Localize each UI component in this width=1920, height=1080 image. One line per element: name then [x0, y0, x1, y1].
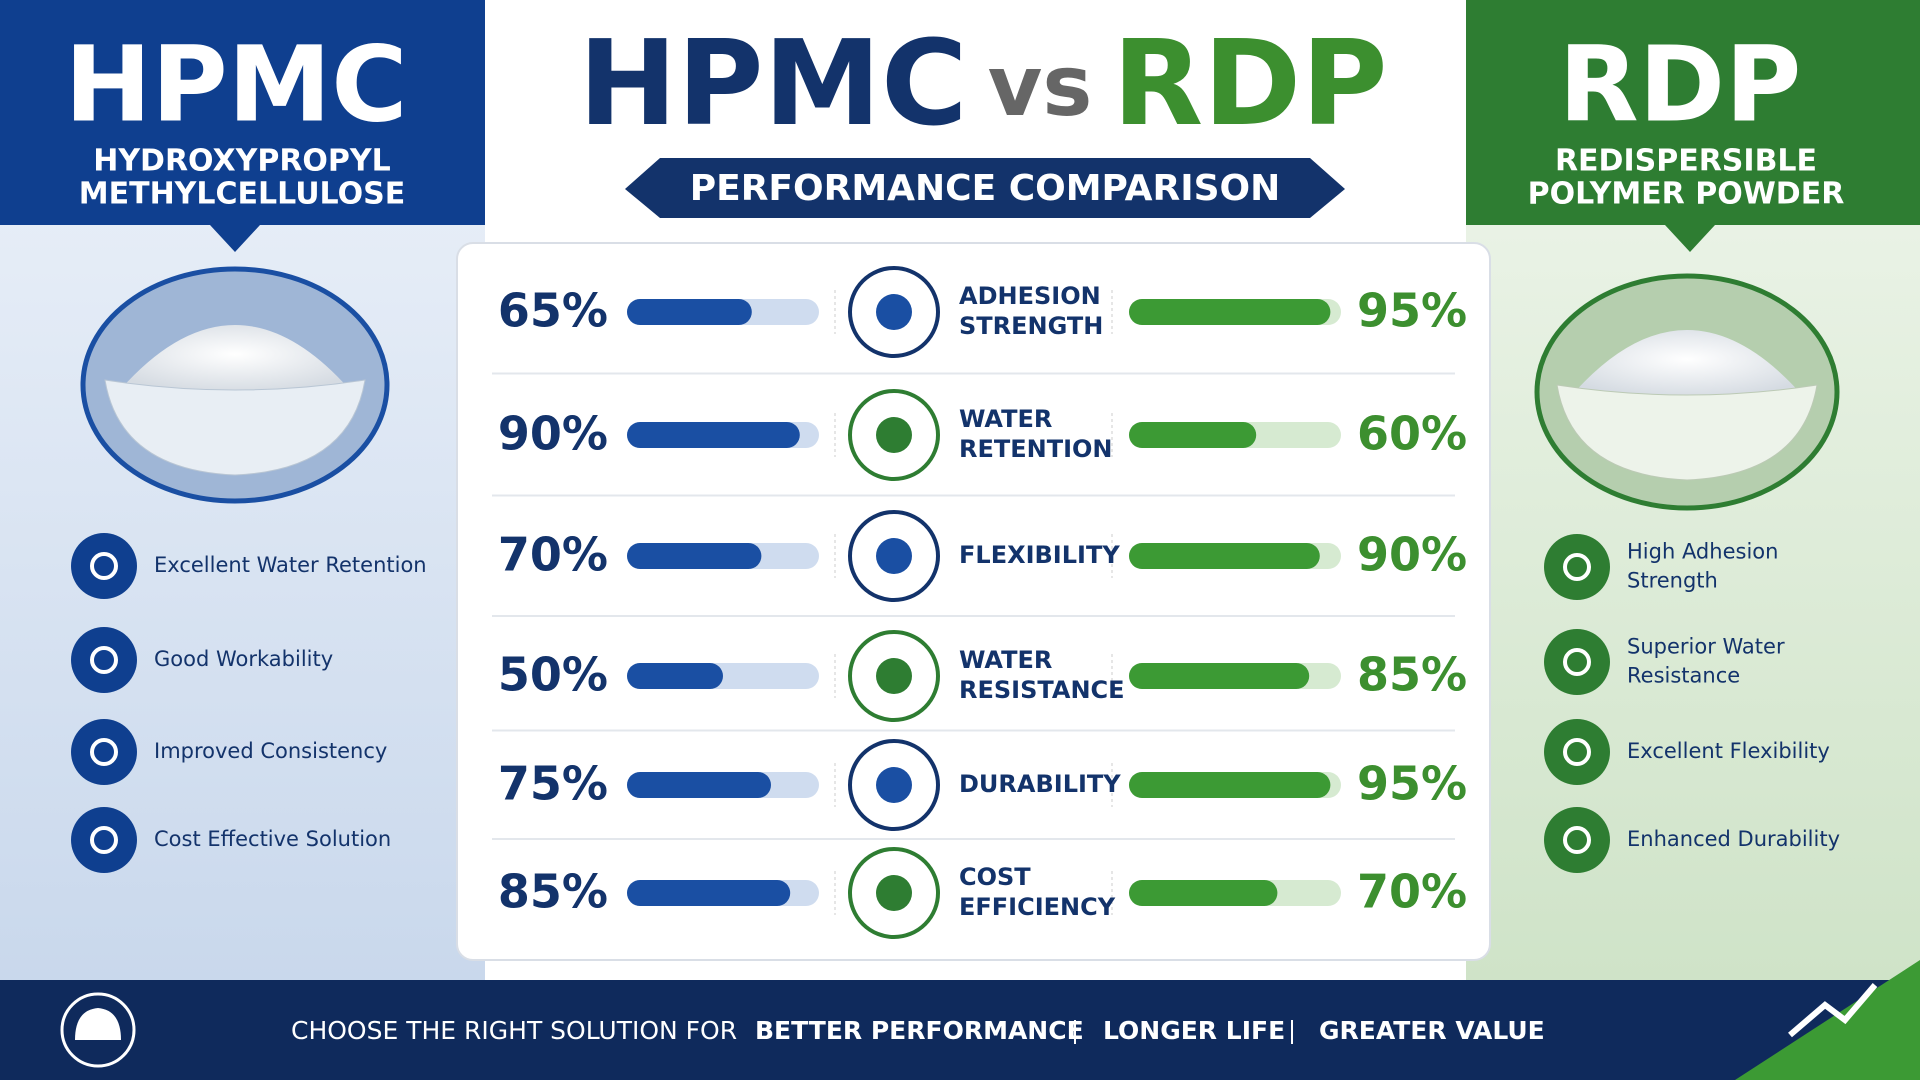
left-feature-glyph	[90, 738, 118, 766]
hpmc-bar	[627, 299, 752, 325]
comparison-card	[456, 242, 1491, 961]
title-right: RDP	[1112, 14, 1387, 152]
metric-label: FLEXIBILITY	[959, 541, 1120, 569]
hpmc-value: 70%	[498, 528, 608, 582]
title-left: HPMC	[578, 14, 967, 152]
rdp-bar	[1129, 880, 1278, 906]
hpmc-value: 75%	[498, 757, 608, 811]
left-feature-text: Cost Effective Solution	[154, 827, 391, 851]
rdp-bar	[1129, 772, 1331, 798]
left-feature-glyph	[90, 552, 118, 580]
title-vs: vs	[988, 37, 1093, 135]
rdp-bowl	[1556, 384, 1818, 481]
left-pointer	[210, 225, 260, 252]
metric-icon-core	[876, 294, 912, 330]
right-feature-icon	[1544, 807, 1610, 873]
hpmc-value: 65%	[498, 284, 608, 338]
left-subtitle: METHYLCELLULOSE	[79, 177, 405, 212]
right-feature-glyph	[1563, 553, 1591, 581]
right-feature-icon	[1544, 534, 1610, 600]
right-feature-text: Superior Water	[1627, 635, 1785, 659]
right-feature-text: Excellent Flexibility	[1627, 739, 1830, 763]
right-feature-icon	[1544, 629, 1610, 695]
right-subtitle: POLYMER POWDER	[1528, 177, 1845, 212]
left-feature-icon	[71, 807, 137, 873]
rdp-powder	[1572, 330, 1802, 395]
rdp-value: 95%	[1357, 757, 1467, 811]
left-feature-glyph	[90, 826, 118, 854]
metric-label: RESISTANCE	[959, 676, 1125, 704]
metric-icon-core	[876, 538, 912, 574]
metric-label: WATER	[959, 646, 1052, 674]
rdp-bar	[1129, 299, 1331, 325]
left-feature-text: Excellent Water Retention	[154, 553, 427, 577]
hpmc-value: 85%	[498, 865, 608, 919]
left-feature-text: Improved Consistency	[154, 739, 387, 763]
helmet-icon	[60, 992, 136, 1068]
hpmc-bar	[627, 663, 723, 689]
metric-label: WATER	[959, 405, 1052, 433]
metric-icon-core	[876, 875, 912, 911]
metric-icon-core	[876, 417, 912, 453]
rdp-value: 95%	[1357, 284, 1467, 338]
subtitle-banner	[625, 158, 1345, 218]
metric-label: COST	[959, 863, 1031, 891]
rdp-bar	[1129, 543, 1320, 569]
right-feature-glyph	[1563, 738, 1591, 766]
left-feature-glyph	[90, 646, 118, 674]
footer-item: BETTER PERFORMANCE	[755, 1016, 1084, 1045]
right-header	[1466, 0, 1920, 225]
left-title: HPMC	[64, 23, 407, 145]
right-title: RDP	[1559, 23, 1802, 145]
metric-label: EFFICIENCY	[959, 893, 1116, 921]
rdp-bar	[1129, 422, 1257, 448]
rdp-bar	[1129, 663, 1310, 689]
right-feature-text: Enhanced Durability	[1627, 827, 1840, 851]
growth-icon	[1788, 983, 1878, 1038]
left-header	[0, 0, 485, 225]
rdp-value: 85%	[1357, 648, 1467, 702]
left-feature-icon	[71, 627, 137, 693]
footer	[0, 980, 1920, 1080]
hpmc-value: 50%	[498, 648, 608, 702]
footer-item: LONGER LIFE	[1103, 1016, 1285, 1045]
helmet-shape	[75, 1008, 121, 1040]
hpmc-bar	[627, 543, 762, 569]
left-feature-text: Good Workability	[154, 647, 333, 671]
rdp-value: 60%	[1357, 407, 1467, 461]
right-subtitle: REDISPERSIBLE	[1555, 144, 1817, 179]
hpmc-bar	[627, 422, 800, 448]
hpmc-powder	[120, 325, 350, 390]
hpmc-bar	[627, 772, 771, 798]
hpmc-bowl	[104, 379, 366, 476]
hpmc-value: 90%	[498, 407, 608, 461]
metric-label: STRENGTH	[959, 312, 1103, 340]
right-feature-text: Resistance	[1627, 664, 1740, 688]
footer-lead: CHOOSE THE RIGHT SOLUTION FOR	[291, 1016, 737, 1045]
rdp-value: 90%	[1357, 528, 1467, 582]
metric-label: ADHESION	[959, 282, 1101, 310]
right-feature-text: Strength	[1627, 569, 1718, 593]
right-feature-glyph	[1563, 648, 1591, 676]
subtitle: PERFORMANCE COMPARISON	[690, 168, 1281, 209]
right-feature-icon	[1544, 719, 1610, 785]
metric-label: RETENTION	[959, 435, 1113, 463]
footer-item: GREATER VALUE	[1319, 1016, 1545, 1045]
metric-label: DURABILITY	[959, 770, 1121, 798]
left-subtitle: HYDROXYPROPYL	[93, 144, 391, 179]
left-feature-icon	[71, 533, 137, 599]
rdp-value: 70%	[1357, 865, 1467, 919]
metric-icon-core	[876, 767, 912, 803]
right-feature-text: High Adhesion	[1627, 540, 1778, 564]
hpmc-bar	[627, 880, 791, 906]
right-pointer	[1665, 225, 1715, 252]
left-feature-icon	[71, 719, 137, 785]
right-feature-glyph	[1563, 826, 1591, 854]
metric-icon-core	[876, 658, 912, 694]
main-title: HPMC vs RDP	[578, 14, 1387, 152]
